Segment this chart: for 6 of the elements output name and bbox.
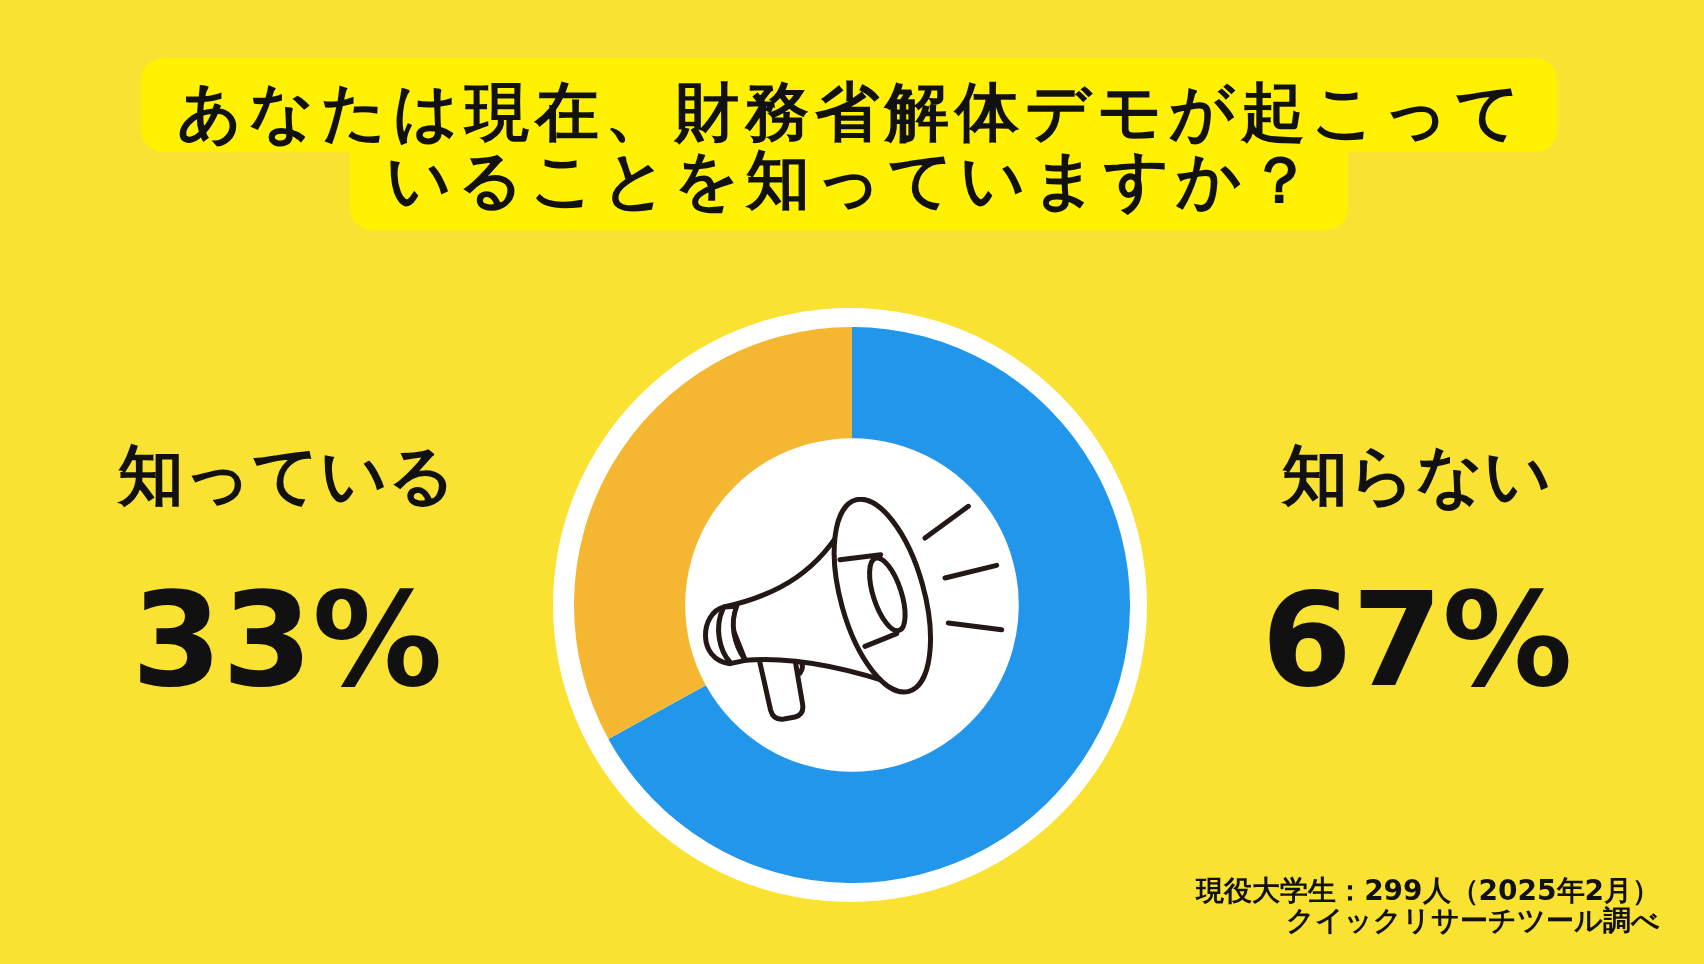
data-label: 67%	[1261, 563, 1573, 716]
text: 現役大学生：299人（2025年2月）	[1196, 874, 1660, 907]
slice-label: 知らない	[1280, 437, 1552, 515]
chart-title: あなたは現在、財務省解体デモが起こっていることを知っていますか？	[177, 75, 1527, 217]
data-label: 33%	[131, 563, 443, 716]
slice-label: 知っている	[116, 437, 456, 515]
